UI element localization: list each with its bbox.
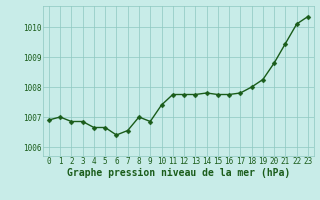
X-axis label: Graphe pression niveau de la mer (hPa): Graphe pression niveau de la mer (hPa) (67, 168, 290, 178)
